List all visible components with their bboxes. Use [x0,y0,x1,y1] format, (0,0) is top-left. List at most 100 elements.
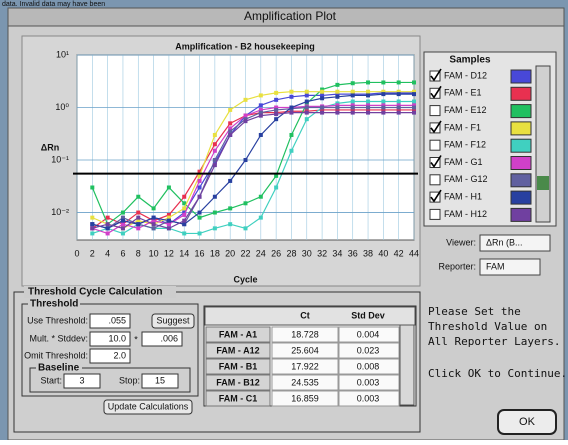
data-point [244,158,248,162]
data-point [305,90,309,94]
data-point [274,185,278,189]
x-tick-label: 36 [348,248,358,258]
use-threshold-value: .055 [108,315,126,325]
data-point [121,231,125,235]
message-line: Click OK to Continue. [428,367,567,380]
message-line: All Reporter Layers. [428,335,560,348]
data-point [412,100,416,104]
data-point [274,91,278,95]
column-header: Ct [300,310,310,320]
data-point [167,226,171,230]
data-point [289,106,293,110]
data-point [366,90,370,94]
data-point [152,206,156,210]
data-point [244,114,248,118]
data-point [182,219,186,223]
viewer-label: Viewer: [446,237,476,247]
data-point [213,133,217,137]
viewer-value: ΔRn (B... [486,237,523,247]
table-scrollbar[interactable] [400,325,414,405]
sample-checkbox[interactable] [430,140,440,150]
legend-label: FAM - G12 [444,174,488,184]
sample-checkbox[interactable] [430,175,440,185]
legend-swatch [511,70,531,83]
data-point [228,206,232,210]
data-point [351,81,355,85]
data-point [198,216,202,220]
x-tick-label: 28 [286,248,296,258]
y-tick-label: 10¹ [56,49,69,59]
legend-label: FAM - D12 [444,70,487,80]
data-point [412,92,416,96]
legend-label: FAM - H1 [444,191,482,201]
data-point [320,106,324,110]
stop-value: 15 [155,375,165,385]
data-point [106,231,110,235]
x-tick-label: 18 [210,248,220,258]
data-point [228,133,232,137]
data-point [381,111,385,115]
y-axis-label: ΔRn [41,142,59,152]
x-tick-label: 26 [271,248,281,258]
data-point [136,216,140,220]
data-point [305,100,309,104]
data-point [244,119,248,123]
data-point [90,231,94,235]
data-point [182,206,186,210]
data-point [198,211,202,215]
std-dev-value: 0.008 [357,361,380,371]
x-tick-label: 6 [120,248,125,258]
data-point [305,106,309,110]
legend-swatch [511,105,531,118]
x-tick-label: 44 [409,248,419,258]
data-point [213,211,217,215]
data-point [412,80,416,84]
scroll-thumb[interactable] [537,176,549,190]
data-point [136,195,140,199]
data-point [397,106,401,110]
x-tick-label: 38 [363,248,373,258]
data-point [106,216,110,220]
data-point [121,219,125,223]
data-point [244,226,248,230]
message-line: Please Set the [428,305,521,318]
suggest-label: Suggest [156,315,190,325]
data-point [412,111,416,115]
x-tick-label: 16 [195,248,205,258]
x-tick-label: 4 [105,248,110,258]
x-tick-label: 8 [136,248,141,258]
data-point [198,231,202,235]
data-point [228,222,232,226]
data-point [228,179,232,183]
x-tick-label: 12 [164,248,174,258]
use-threshold-label: Use Threshold: [27,315,88,325]
row-label: FAM - B1 [219,361,258,371]
sample-checkbox[interactable] [430,209,440,219]
data-point [213,142,217,146]
row-label: FAM - A12 [216,345,259,355]
data-point [198,195,202,199]
sample-checkbox[interactable] [430,106,440,116]
legend-label: FAM - E1 [444,88,482,98]
data-point [366,100,370,104]
x-tick-label: 2 [90,248,95,258]
panel-title: Threshold Cycle Calculation [28,287,162,298]
data-point [136,226,140,230]
data-point [351,100,355,104]
mult-value: 10.0 [108,333,126,343]
data-point [351,111,355,115]
data-point [335,90,339,94]
data-point [136,211,140,215]
data-point [289,133,293,137]
samples-scrollbar[interactable] [536,66,550,222]
data-point [397,92,401,96]
reporter-value: FAM [486,261,505,271]
stop-label: Stop: [119,375,140,385]
std-dev-value: 0.003 [357,377,380,387]
data-point [90,185,94,189]
data-point [259,114,263,118]
data-point [397,100,401,104]
y-tick-label: 10⁻¹ [51,154,69,164]
data-point [213,149,217,153]
data-point [90,222,94,226]
